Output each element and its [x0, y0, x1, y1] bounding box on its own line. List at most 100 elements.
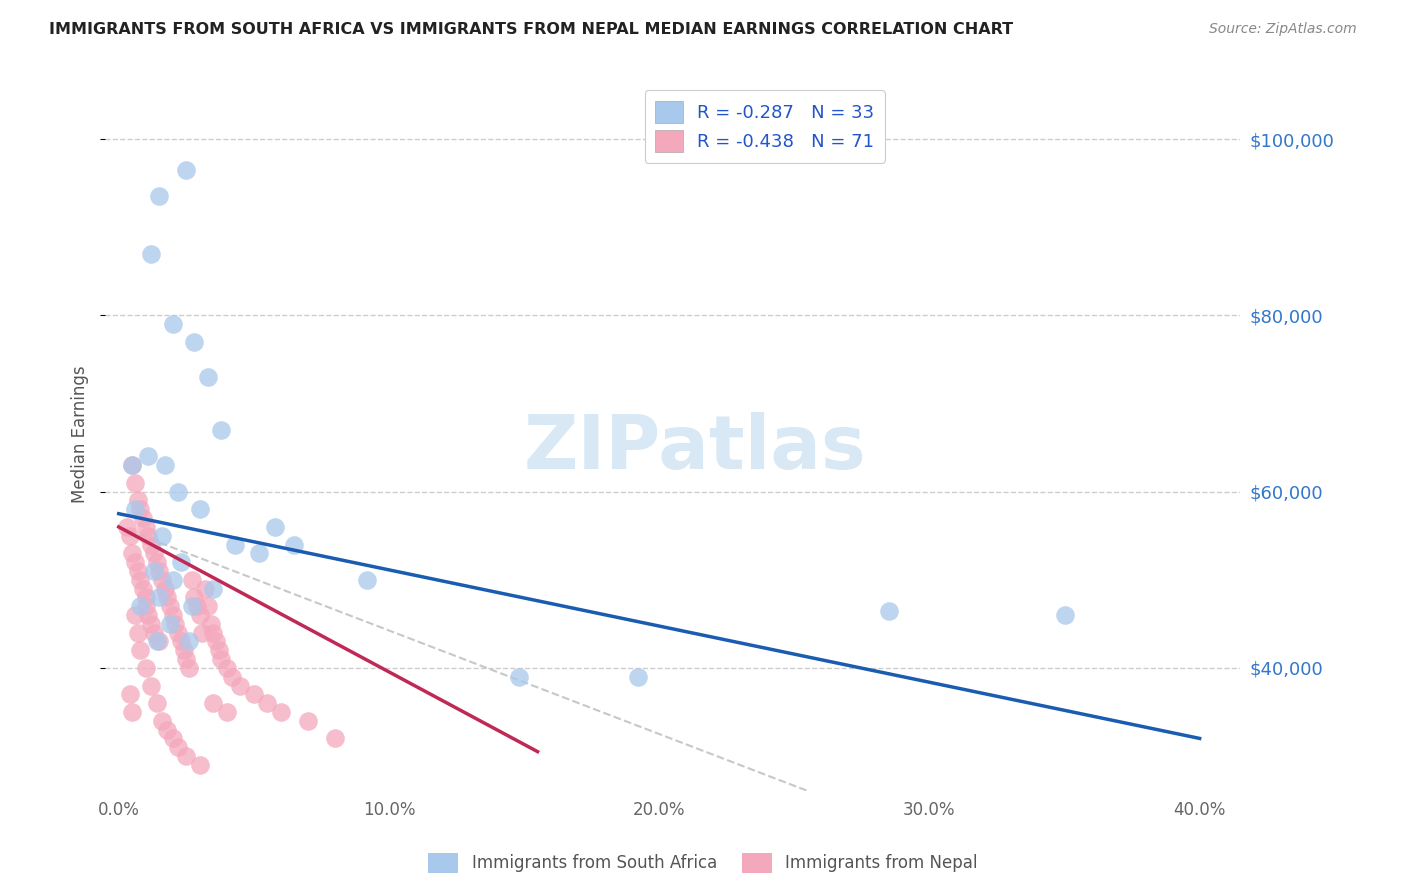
Point: [132, 582, 155, 596]
Text: ZIPatlas: ZIPatlas: [524, 412, 866, 485]
Point: [297, 714, 319, 728]
Point: [508, 670, 530, 684]
Point: [177, 661, 200, 675]
Point: [243, 687, 266, 701]
Point: [141, 616, 163, 631]
Point: [167, 484, 190, 499]
Point: [142, 625, 165, 640]
Point: [186, 599, 208, 614]
Point: [124, 555, 146, 569]
Point: [165, 616, 187, 631]
Point: [167, 625, 190, 640]
Point: [124, 608, 146, 623]
Point: [121, 458, 143, 473]
Point: [148, 634, 170, 648]
Point: [167, 740, 190, 755]
Point: [356, 573, 378, 587]
Legend: R = -0.287   N = 33, R = -0.438   N = 71: R = -0.287 N = 33, R = -0.438 N = 71: [645, 90, 884, 163]
Point: [229, 679, 252, 693]
Point: [121, 705, 143, 719]
Point: [162, 573, 184, 587]
Point: [135, 591, 157, 605]
Point: [180, 599, 202, 614]
Point: [215, 661, 238, 675]
Point: [170, 555, 193, 569]
Point: [188, 608, 211, 623]
Point: [153, 582, 176, 596]
Point: [156, 591, 179, 605]
Point: [148, 591, 170, 605]
Point: [159, 599, 181, 614]
Y-axis label: Median Earnings: Median Earnings: [72, 366, 89, 503]
Point: [148, 189, 170, 203]
Point: [132, 511, 155, 525]
Point: [129, 599, 152, 614]
Point: [221, 670, 243, 684]
Point: [142, 546, 165, 560]
Point: [135, 599, 157, 614]
Point: [153, 458, 176, 473]
Point: [183, 591, 205, 605]
Point: [177, 634, 200, 648]
Point: [174, 749, 197, 764]
Point: [129, 502, 152, 516]
Point: [141, 246, 163, 260]
Point: [148, 564, 170, 578]
Legend: Immigrants from South Africa, Immigrants from Nepal: Immigrants from South Africa, Immigrants…: [422, 847, 984, 880]
Point: [194, 582, 217, 596]
Point: [138, 529, 160, 543]
Point: [202, 582, 225, 596]
Point: [224, 537, 246, 551]
Point: [118, 529, 141, 543]
Point: [127, 493, 149, 508]
Point: [200, 616, 222, 631]
Point: [142, 564, 165, 578]
Point: [124, 502, 146, 516]
Point: [170, 634, 193, 648]
Point: [127, 564, 149, 578]
Point: [150, 573, 173, 587]
Point: [283, 537, 305, 551]
Point: [188, 502, 211, 516]
Point: [118, 687, 141, 701]
Point: [626, 670, 648, 684]
Point: [145, 634, 167, 648]
Point: [205, 634, 228, 648]
Point: [323, 731, 346, 746]
Point: [877, 604, 900, 618]
Point: [197, 599, 219, 614]
Point: [141, 537, 163, 551]
Point: [135, 520, 157, 534]
Point: [256, 696, 278, 710]
Point: [208, 643, 231, 657]
Text: Source: ZipAtlas.com: Source: ZipAtlas.com: [1209, 22, 1357, 37]
Point: [115, 520, 138, 534]
Point: [135, 661, 157, 675]
Point: [138, 608, 160, 623]
Point: [202, 696, 225, 710]
Point: [150, 529, 173, 543]
Point: [270, 705, 292, 719]
Point: [202, 625, 225, 640]
Point: [173, 643, 195, 657]
Point: [162, 317, 184, 331]
Point: [121, 546, 143, 560]
Point: [180, 573, 202, 587]
Point: [127, 625, 149, 640]
Point: [129, 643, 152, 657]
Point: [162, 731, 184, 746]
Point: [162, 608, 184, 623]
Point: [121, 458, 143, 473]
Point: [141, 679, 163, 693]
Point: [150, 714, 173, 728]
Point: [1053, 608, 1076, 623]
Point: [159, 616, 181, 631]
Point: [145, 696, 167, 710]
Point: [174, 163, 197, 178]
Point: [124, 475, 146, 490]
Point: [145, 555, 167, 569]
Point: [138, 450, 160, 464]
Point: [188, 757, 211, 772]
Point: [197, 370, 219, 384]
Point: [129, 573, 152, 587]
